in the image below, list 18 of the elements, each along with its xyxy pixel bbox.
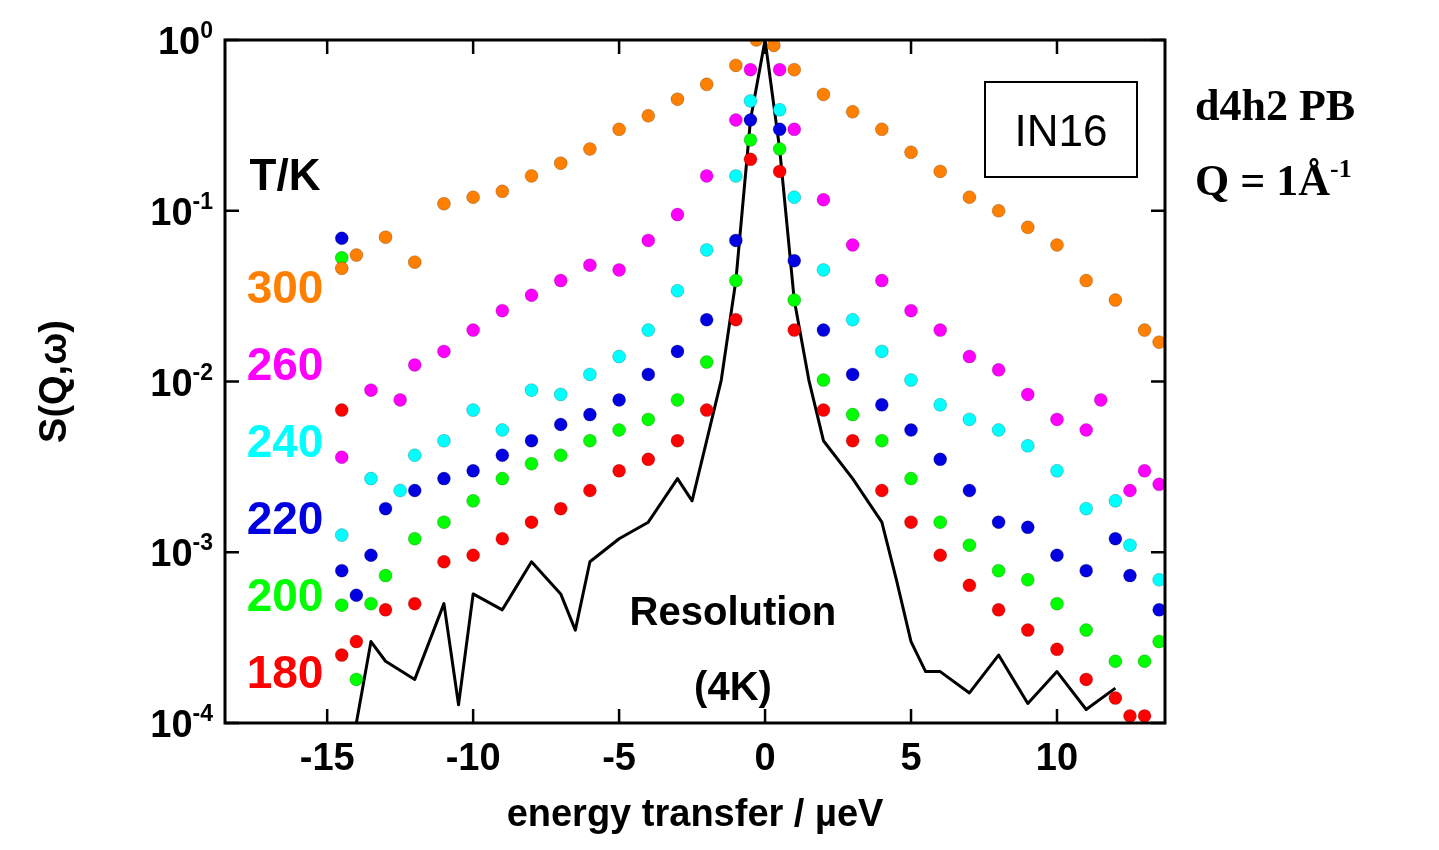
x-tick-label: 0	[754, 736, 776, 779]
text: d4h2 PB	[1195, 81, 1356, 130]
x-tick-label: -10	[445, 736, 501, 779]
annotation: IN16	[1014, 106, 1108, 155]
x-tick-label: 10	[1035, 736, 1079, 779]
x-tick-label: -5	[602, 736, 636, 779]
series-label: 300	[246, 261, 324, 313]
series-label: 180	[246, 646, 324, 698]
series-label: 200	[246, 569, 324, 621]
legend-title: T/K	[249, 150, 321, 199]
y-axis-title: S(Q,ω)	[32, 320, 74, 443]
series-label: 220	[246, 492, 324, 544]
x-axis-title: energy transfer / µeV	[506, 791, 885, 834]
x-tick-label: -15	[299, 736, 355, 779]
series-label: Resolution (4K)	[629, 589, 837, 708]
series-label: 240	[246, 415, 324, 467]
series-label: 260	[246, 338, 324, 390]
x-tick-label: 5	[900, 736, 922, 779]
